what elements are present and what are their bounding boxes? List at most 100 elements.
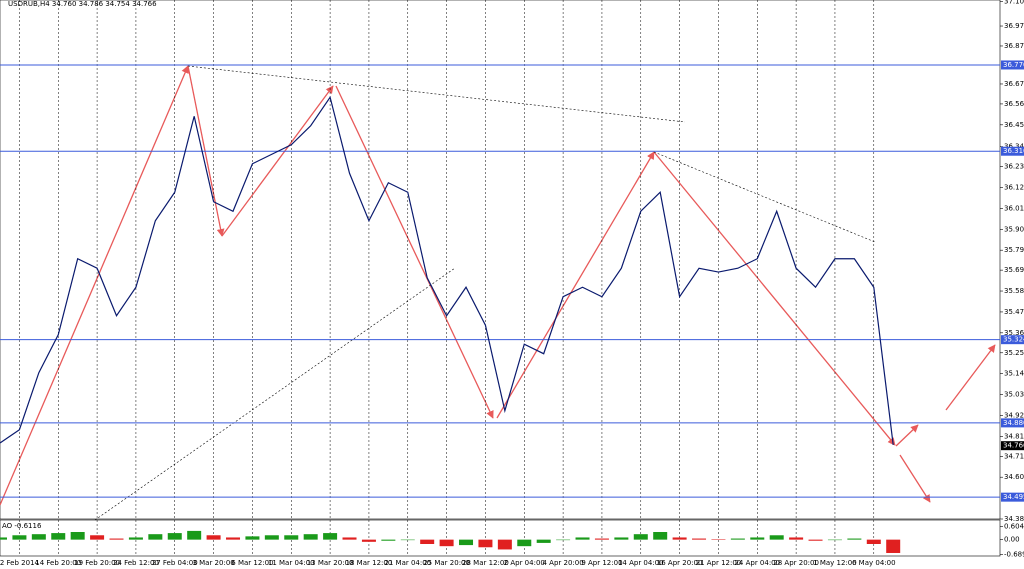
ao-bar	[730, 538, 745, 540]
x-tick-label: 14 Feb 20:00	[35, 559, 81, 567]
chart-title: USDRUB,H4 34.760 34.786 34.754 34.766	[8, 0, 157, 8]
y-tick-label: -0.6895	[1004, 551, 1024, 559]
ao-bar	[226, 537, 241, 540]
ao-bar	[128, 537, 143, 540]
ao-bar	[70, 532, 85, 540]
y-tick-label: 36.015	[1004, 204, 1024, 212]
ao-bar	[614, 537, 629, 540]
ao-bar	[284, 535, 299, 540]
x-tick-label: 3 Mar 20:00	[192, 559, 234, 567]
y-tick-label: 35.470	[1004, 308, 1024, 316]
ao-bar	[866, 539, 881, 544]
y-tick-label: 35.690	[1004, 266, 1024, 274]
ao-bar	[381, 539, 396, 541]
ao-bar	[808, 539, 823, 541]
last-price-badge	[1001, 441, 1024, 451]
ao-bar	[750, 537, 765, 540]
x-tick-label: 28 Apr 20:00	[773, 559, 819, 567]
y-tick-label: 36.870	[1004, 42, 1024, 50]
ao-bar	[672, 537, 687, 540]
y-tick-label: 37.105	[1004, 0, 1024, 5]
y-tick-label: 34.925	[1004, 411, 1024, 419]
y-tick-label: 35.035	[1004, 391, 1024, 399]
y-tick-label: 36.340	[1004, 143, 1024, 151]
price-line	[0, 95, 894, 445]
ao-bar	[536, 539, 551, 543]
ao-bar	[264, 535, 279, 540]
x-tick-label: 6 May 04:00	[852, 559, 896, 567]
level-label: 35.324	[1003, 336, 1024, 344]
y-tick-label: 34.380	[1004, 515, 1024, 523]
ao-bar	[420, 539, 435, 544]
y-tick-label: 36.670	[1004, 80, 1024, 88]
ao-bar	[303, 534, 318, 540]
x-tick-label: 14 Apr 04:00	[618, 559, 664, 567]
ao-bar	[789, 537, 804, 540]
y-tick-label: 35.580	[1004, 287, 1024, 295]
ao-bar	[0, 537, 7, 540]
price-panel	[0, 0, 1001, 520]
y-tick-label: 36.235	[1004, 163, 1024, 171]
level-badge	[1001, 492, 1024, 502]
x-tick-label: 18 Mar 12:00	[346, 559, 393, 567]
ao-bar	[827, 539, 842, 541]
y-tick-label: 36.455	[1004, 121, 1024, 129]
ao-bar	[400, 539, 415, 541]
x-tick-label: 19 Feb 20:00	[74, 559, 120, 567]
ao-bar	[556, 539, 571, 541]
x-tick-label: 1 May 12:00	[813, 559, 857, 567]
x-tick-label: 2 Apr 04:00	[504, 559, 545, 567]
ao-bar	[439, 539, 454, 547]
x-tick-label: 25 Mar 20:00	[423, 559, 470, 567]
ao-bar	[633, 534, 648, 540]
ao-bar	[342, 537, 357, 540]
y-tick-label: 36.125	[1004, 184, 1024, 192]
y-tick-label: 35.795	[1004, 246, 1024, 254]
x-tick-label: 27 Feb 04:00	[152, 559, 198, 567]
level-badge	[1001, 146, 1024, 156]
x-tick-label: 16 Apr 20:00	[657, 559, 703, 567]
x-tick-label: 6 Mar 12:00	[231, 559, 273, 567]
ao-title: AO -0.6116	[2, 522, 42, 530]
ao-bar	[594, 538, 609, 540]
x-tick-label: 24 Apr 04:00	[734, 559, 780, 567]
x-tick-label: 21 Mar 04:00	[384, 559, 431, 567]
ao-panel	[0, 519, 1001, 557]
level-label: 34.886	[1003, 419, 1024, 427]
ao-bar	[847, 538, 862, 540]
y-tick-label: 34.600	[1004, 473, 1024, 481]
level-label: 36.770	[1003, 61, 1024, 69]
ao-bar	[245, 536, 260, 540]
ao-bar	[109, 538, 124, 540]
y-tick-label: 36.565	[1004, 100, 1024, 108]
ao-bar	[886, 539, 901, 553]
x-tick-label: 13 Mar 20:00	[307, 559, 354, 567]
x-tick-label: 9 Apr 12:00	[581, 559, 622, 567]
ao-bar	[653, 532, 668, 540]
y-tick-label: 35.905	[1004, 225, 1024, 233]
ao-bar	[187, 530, 202, 540]
level-label: 36.316	[1003, 147, 1024, 155]
ao-bar	[12, 535, 27, 540]
ao-bar	[517, 539, 532, 547]
ao-bar	[51, 533, 66, 540]
last-price-label: 34.766	[1003, 442, 1024, 450]
ao-bar	[497, 539, 512, 550]
y-tick-label: 34.815	[1004, 432, 1024, 440]
x-tick-label: 21 Apr 12:00	[696, 559, 742, 567]
y-tick-label: 0.6046	[1004, 522, 1024, 530]
x-tick-label: 2 Feb 2014	[0, 559, 40, 567]
y-tick-label: 36.975	[1004, 22, 1024, 30]
ao-bar	[459, 539, 474, 546]
x-tick-label: 11 Mar 04:00	[268, 559, 315, 567]
ao-bar	[206, 535, 221, 540]
level-label: 34.495	[1003, 493, 1024, 501]
ao-bar	[711, 539, 726, 540]
y-tick-label: 34.710	[1004, 452, 1024, 460]
x-tick-label: 4 Apr 20:00	[543, 559, 584, 567]
ao-bar	[323, 533, 338, 540]
ao-bar	[575, 537, 590, 540]
y-tick-label: 35.145	[1004, 370, 1024, 378]
y-tick-label: 35.255	[1004, 349, 1024, 357]
